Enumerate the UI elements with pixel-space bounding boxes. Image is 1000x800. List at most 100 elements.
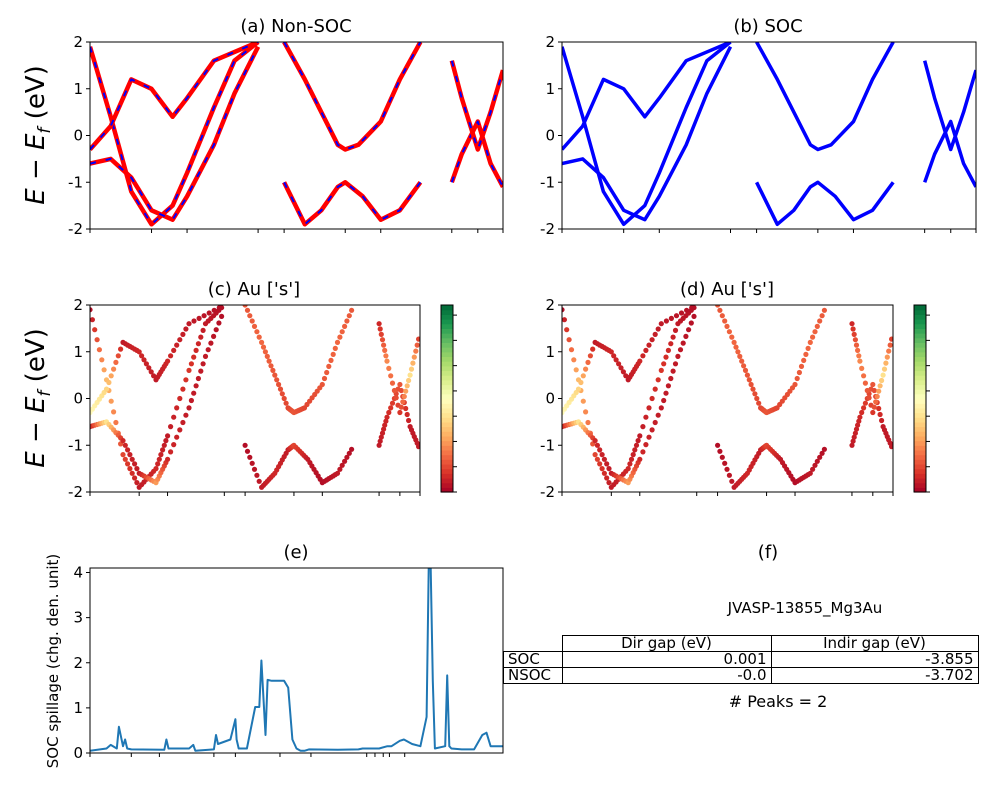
projection-point [803,351,809,357]
projection-point [889,336,893,342]
projection-point [851,331,857,337]
projection-point [376,442,382,448]
projection-point [640,353,646,359]
projection-point [161,442,167,448]
projection-point [658,367,664,373]
gap-table-col-dir: Dir gap (eV) [561,635,772,652]
gap-table-row: NSOC -0.0 -3.702 [503,667,979,684]
gap-table-col-indir: Indir gap (eV) [770,635,979,652]
energy-ylabel-main: E − E [21,396,51,468]
projection-point [677,347,684,353]
projection-point [805,345,811,351]
colorbar-step [441,379,453,386]
projection-point [382,422,388,428]
colorbar-d [913,304,930,493]
projection-point [852,337,859,343]
projection-point [564,327,570,333]
projection-point [106,379,112,386]
colorbar-step [441,407,453,414]
projection-point [383,418,389,424]
projection-point [864,387,870,394]
band-line-nonsoc [449,60,503,152]
projection-point [814,323,820,329]
y-tick-label: 0 [73,390,83,408]
colorbar-step [914,389,926,395]
projection-point [801,357,807,363]
projection-point [817,454,823,460]
colorbar-step [914,337,926,343]
projection-point [719,454,725,460]
projection-point [575,386,582,392]
projection-point [849,321,855,327]
projection-point [643,347,649,353]
projection-point [211,333,217,339]
projection-point [118,346,124,352]
gap-table-indir-value: -3.702 [770,667,979,684]
projection-point [876,405,882,412]
projection-point [748,381,754,388]
projection-point [342,323,348,329]
colorbar-step [914,412,926,418]
projection-point [281,395,287,402]
projection-point [592,438,598,444]
y-tick-label: 1 [73,80,83,98]
panel-d-frame [561,304,894,493]
projection-point [148,369,154,375]
colorbar-step [914,365,926,372]
projection-point [861,373,867,379]
projection-point [205,347,211,353]
projection-point [416,444,420,450]
projection-point [583,409,589,415]
projection-point [247,454,253,460]
panel-b-data [562,42,976,227]
projection-point [635,438,641,444]
band-line-soc [450,60,503,151]
projection-point [408,366,415,372]
projection-point [643,442,649,448]
projection-point [180,386,186,392]
colorbar-step [441,398,453,404]
projection-point [819,450,825,456]
projection-point [171,414,177,420]
projection-point [377,326,383,332]
projection-point [794,375,800,382]
projection-point [321,375,328,382]
projection-point [735,349,741,355]
colorbar-step [441,319,453,325]
projection-point [391,387,397,394]
projection-point [601,470,608,476]
projection-point [276,381,282,388]
projection-point [796,369,803,376]
projection-point [630,452,636,458]
projection-point [186,405,192,411]
panel-e-axes: 0 1 2 3 4 [73,564,406,762]
projection-point [715,442,721,448]
projection-point [658,405,664,411]
colorbar-step [441,323,453,329]
projection-point [120,452,126,458]
y-tick-label: 4 [73,564,83,582]
panel-d-title: (d) Au ['s'] [680,279,774,300]
projection-point [613,357,619,363]
projection-point [90,317,95,323]
projection-point [382,347,388,353]
panel-e-data [90,568,503,752]
colorbar-step [441,309,453,315]
projection-point [188,397,194,404]
panel-e-frame [89,567,504,754]
band-line-nonsoc [449,119,503,188]
y-tick-label: 2 [73,33,83,51]
projection-point [618,365,624,371]
projection-point [191,318,197,324]
projection-point [113,359,119,365]
projection-point [744,372,751,378]
projection-point [856,353,862,359]
energy-ylabel-top: E − Ef (eV) [21,65,55,205]
panel-d-data [562,305,893,490]
projection-point [198,334,204,340]
projection-point [686,327,692,333]
projection-point [883,360,889,366]
projection-point [625,466,631,472]
colorbar-step [914,454,926,460]
colorbar-step [441,347,453,353]
